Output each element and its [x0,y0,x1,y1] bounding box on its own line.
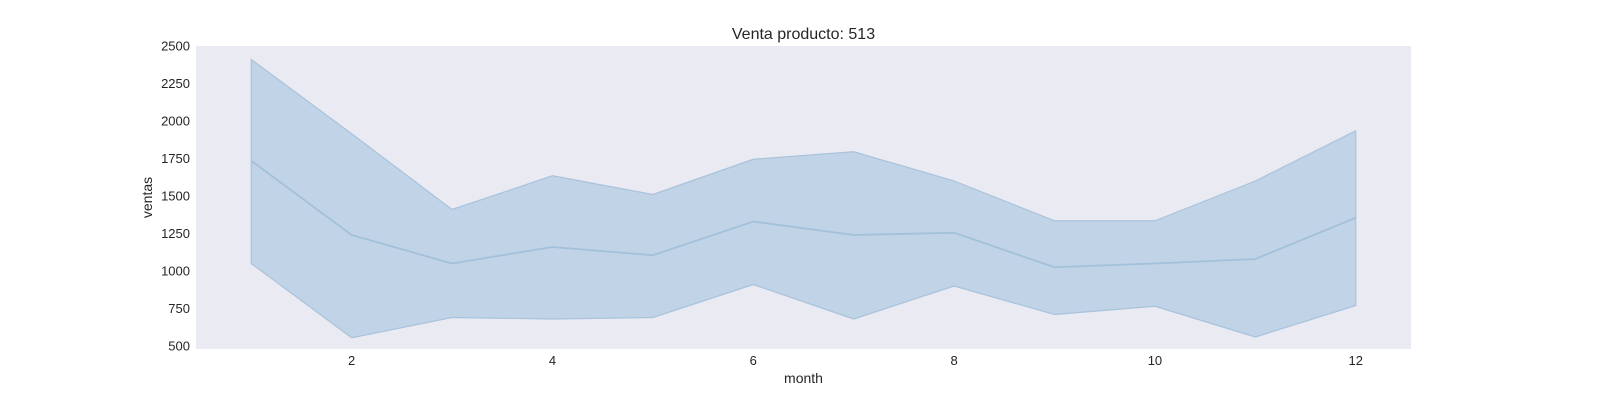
y-tick-label: 750 [168,301,190,316]
y-tick-label: 2500 [161,39,190,54]
data-point [1354,216,1358,220]
x-tick-label: 4 [549,353,556,368]
data-point [651,253,655,257]
data-point [1153,262,1157,266]
y-axis-label: ventas [139,177,155,218]
x-tick-label: 10 [1148,353,1162,368]
y-tick-label: 1750 [161,151,190,166]
chart-title: Venta producto: 513 [732,26,875,43]
data-point [350,233,354,237]
y-tick-label: 2000 [161,114,190,129]
y-axis-ticks: 500 750 1000 1250 1500 1750 2000 2250 2500 [161,39,190,354]
y-tick-label: 2250 [161,76,190,91]
data-point [1053,265,1057,269]
confidence-band [250,58,1357,339]
x-axis-label: month [784,370,823,386]
x-tick-label: 12 [1349,353,1363,368]
data-point [852,233,856,237]
x-tick-label: 8 [951,353,958,368]
data-point [1253,257,1257,261]
data-point [751,220,755,224]
x-axis-ticks: 2 4 6 8 10 12 [348,353,1363,368]
data-point [450,262,454,266]
data-point [249,159,253,163]
y-tick-label: 500 [168,339,190,354]
y-tick-label: 1250 [161,226,190,241]
mean-line [250,160,1357,269]
data-point [550,245,554,249]
y-tick-label: 1000 [161,264,190,279]
x-tick-label: 6 [750,353,757,368]
y-tick-label: 1500 [161,189,190,204]
data-point [952,231,956,235]
x-tick-label: 2 [348,353,355,368]
